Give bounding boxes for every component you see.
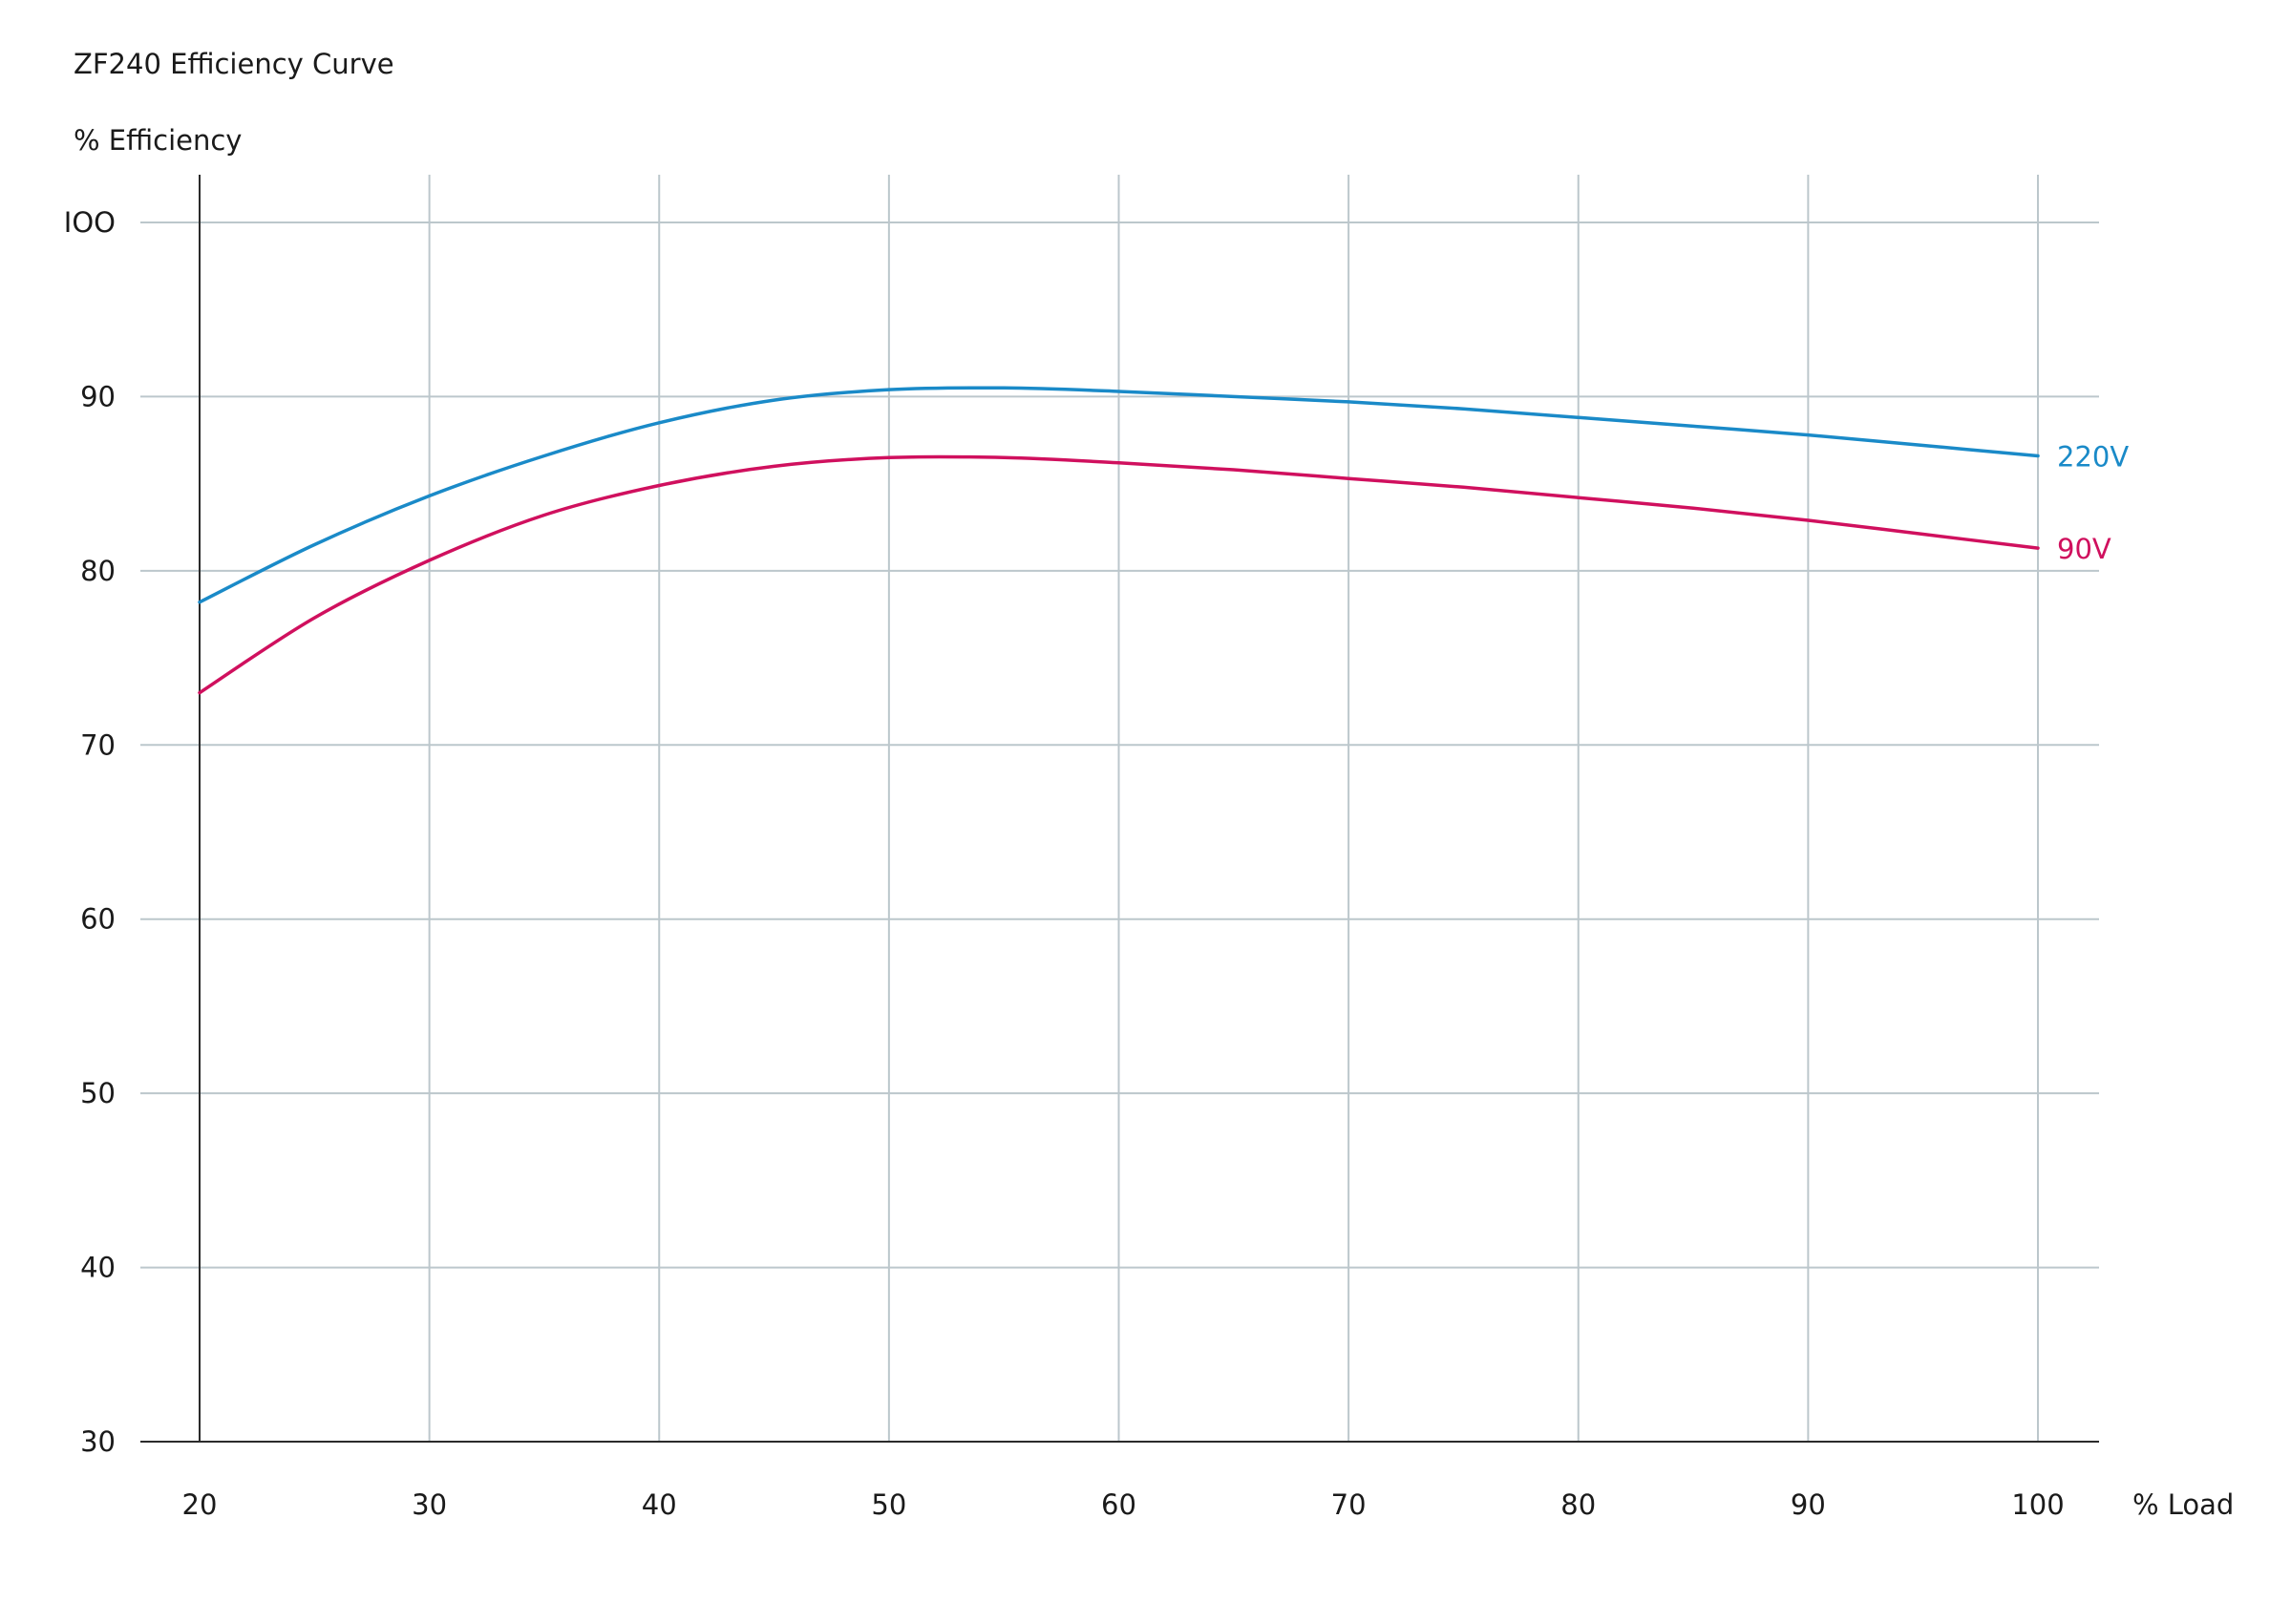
y-tick-label: 80 — [80, 555, 116, 587]
x-tick-label: 30 — [412, 1488, 447, 1521]
series-labels: 220V 90V — [2057, 440, 2129, 565]
series-line-220v — [198, 386, 2040, 604]
y-tick-label: 90 — [80, 380, 116, 412]
y-tick-label: 60 — [80, 903, 116, 936]
y-axis-title: % Efficiency — [74, 124, 242, 157]
x-tick-label: 80 — [1560, 1488, 1596, 1521]
x-tick-label: 50 — [871, 1488, 906, 1521]
series-label-90v: 90V — [2057, 533, 2111, 565]
series-line-90v — [198, 454, 2040, 695]
series-lines — [198, 386, 2040, 695]
x-tick-label: 70 — [1331, 1488, 1367, 1521]
x-tick-label: 90 — [1791, 1488, 1826, 1521]
tick-labels: 30 40 50 60 70 80 90 IOO 20 30 40 50 60 70 80 90 100 — [64, 206, 2065, 1521]
y-tick-label: 50 — [80, 1077, 116, 1109]
chart-title: ZF240 Efficiency Curve — [74, 48, 394, 80]
x-tick-label: 40 — [642, 1488, 677, 1521]
y-tick-label: IOO — [64, 206, 116, 239]
y-tick-label: 30 — [80, 1425, 116, 1458]
x-tick-label: 20 — [182, 1488, 218, 1521]
x-tick-label: 60 — [1101, 1488, 1136, 1521]
x-axis-title: % Load — [2132, 1488, 2234, 1521]
series-label-220v: 220V — [2057, 440, 2129, 473]
x-tick-label: 100 — [2011, 1488, 2064, 1521]
y-tick-label: 70 — [80, 728, 116, 761]
grid — [140, 175, 2099, 1442]
axes — [140, 175, 2099, 1443]
y-tick-label: 40 — [80, 1252, 116, 1284]
